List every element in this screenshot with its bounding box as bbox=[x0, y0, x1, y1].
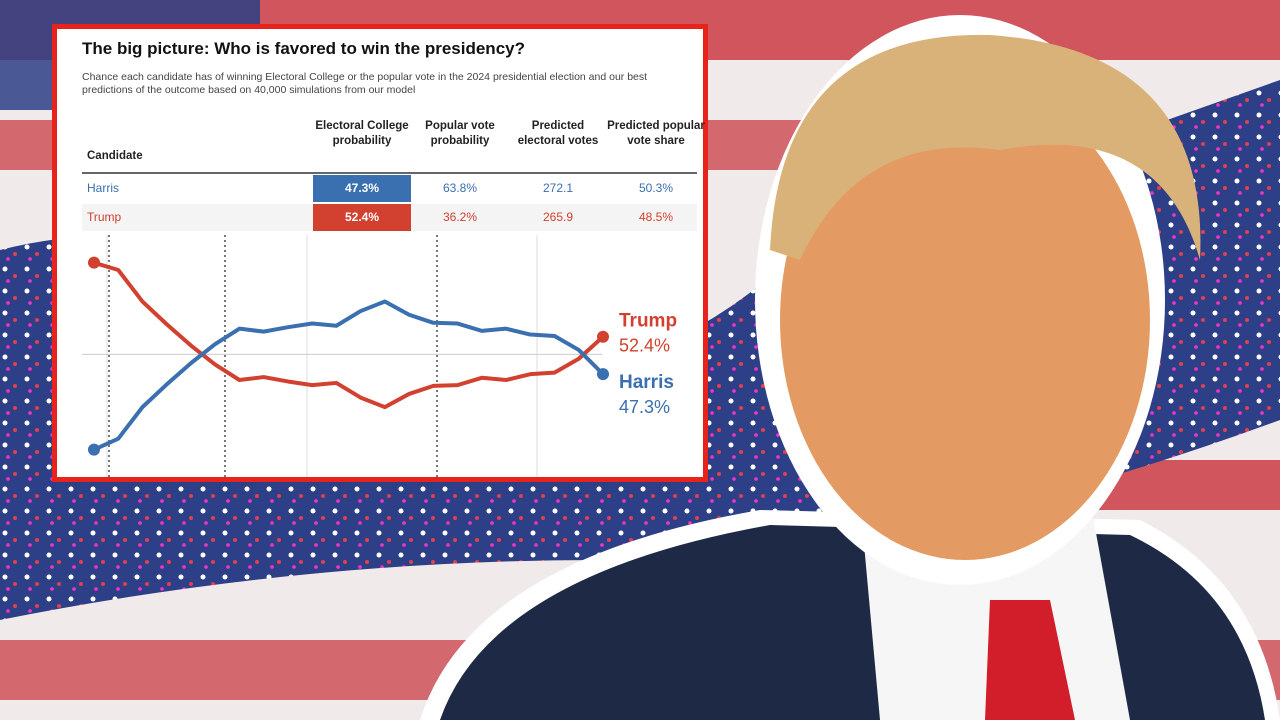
value-label: 47.3% bbox=[619, 397, 670, 417]
end-point bbox=[597, 368, 609, 381]
table-cell: 47.3% bbox=[313, 175, 411, 202]
end-point bbox=[88, 443, 100, 456]
value-label: 52.4% bbox=[619, 336, 670, 356]
column-header: Predicted popular vote share bbox=[607, 120, 705, 147]
subtitle: Chance each candidate has of winning Ele… bbox=[82, 71, 648, 96]
column-header: Popular vote probability bbox=[425, 120, 495, 147]
table-cell: 50.3% bbox=[638, 181, 674, 195]
line-chart: Trump 52.4% Harris 47.3% bbox=[82, 172, 697, 477]
portrait bbox=[420, 15, 1280, 720]
series-line bbox=[93, 260, 605, 410]
table-cell: 272.1 bbox=[542, 181, 574, 195]
table-cell: Harris bbox=[87, 181, 119, 195]
legend-label: Trump bbox=[619, 311, 677, 332]
table-cell: 52.4% bbox=[313, 204, 411, 231]
legend-label: Harris bbox=[619, 372, 674, 393]
column-header: Electoral College probability bbox=[315, 120, 409, 147]
table-cell: Trump bbox=[87, 210, 122, 224]
table-cell: 36.2% bbox=[442, 210, 478, 224]
end-point bbox=[597, 330, 609, 343]
column-header: Candidate bbox=[87, 150, 143, 162]
chart-panel: The big picture: Who is favored to win t… bbox=[52, 24, 708, 482]
table-cell: 63.8% bbox=[442, 181, 478, 195]
table-cell: 48.5% bbox=[638, 210, 674, 224]
end-point bbox=[88, 256, 100, 269]
title: The big picture: Who is favored to win t… bbox=[82, 39, 525, 58]
column-header: Predicted electoral votes bbox=[517, 120, 599, 147]
series-line bbox=[93, 299, 605, 452]
table-cell: 265.9 bbox=[542, 210, 574, 224]
